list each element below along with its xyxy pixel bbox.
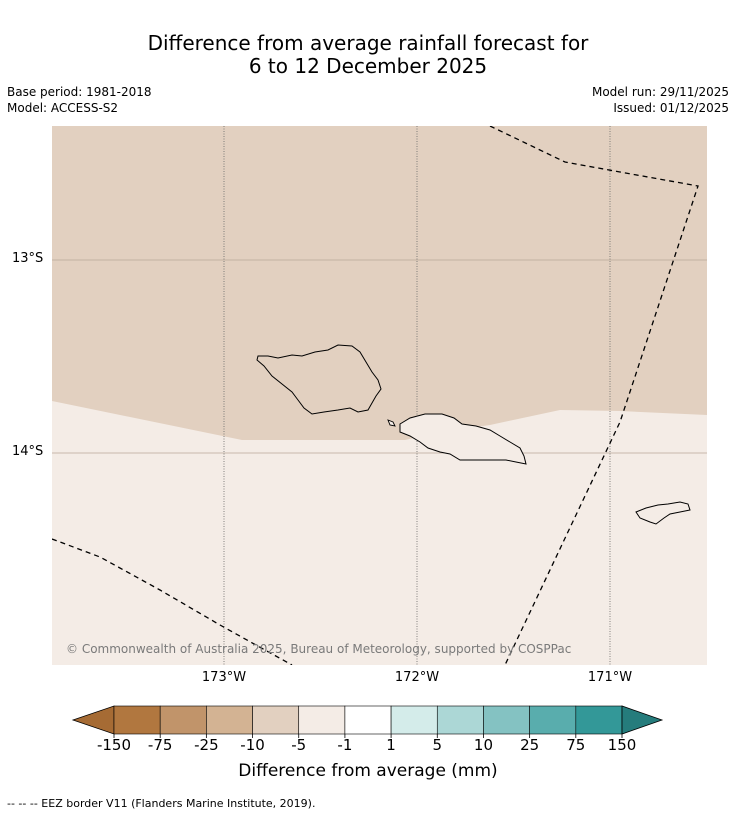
island-manono <box>387 419 396 427</box>
colorbar-tick-label: -5 <box>291 736 307 754</box>
model-name: Model: ACCESS-S2 <box>7 101 119 115</box>
colorbar-tick-label: -10 <box>240 736 265 754</box>
colorbar-tick-label: 1 <box>386 736 396 754</box>
colorbar-segment <box>390 705 438 735</box>
colorbar-tick-label: 75 <box>566 736 586 754</box>
eez-border-southwest <box>52 538 293 665</box>
lat-label-14s: 14°S <box>12 444 44 459</box>
colorbar-segment <box>483 705 530 735</box>
colorbar-tick-label: -75 <box>147 736 173 754</box>
colorbar-tick-label: 10 <box>473 736 493 754</box>
base-period: Base period: 1981-2018 <box>7 85 152 99</box>
chart-title-line2: 6 to 12 December 2025 <box>248 54 488 78</box>
colorbar-arrow-high <box>621 705 664 735</box>
model-run: Model run: 29/11/2025 <box>591 85 729 99</box>
colorbar-segment <box>113 705 161 735</box>
colorbar-segment <box>575 705 623 735</box>
colorbar-tick-label: 25 <box>520 736 540 754</box>
colorbar-tick-label: 150 <box>607 736 637 754</box>
island-tutuila <box>635 501 691 525</box>
issued-date: Issued: 01/12/2025 <box>613 101 729 115</box>
colorbar-tick-label: -25 <box>194 736 219 754</box>
colorbar-arrow-low <box>71 705 115 735</box>
colorbar-segment <box>206 705 253 735</box>
chart-title-line1: Difference from average rainfall forecas… <box>147 31 589 55</box>
dry-zone <box>52 126 707 440</box>
colorbar-segment <box>436 705 484 735</box>
lon-label-171w: 171°W <box>587 670 633 685</box>
colorbar-segment <box>529 705 577 735</box>
colorbar-title: Difference from average (mm) <box>238 761 498 781</box>
colorbar-tick-label: -150 <box>96 736 132 754</box>
colorbar-segment <box>298 705 346 735</box>
lon-label-172w: 172°W <box>394 670 440 685</box>
colorbar-segment <box>344 705 392 735</box>
colorbar-segment <box>159 705 207 735</box>
colorbar-segment <box>252 705 300 735</box>
lat-label-13s: 13°S <box>12 251 44 266</box>
colorbar-tick-label: 5 <box>432 736 443 754</box>
lon-label-173w: 173°W <box>201 670 247 685</box>
island-savaii <box>256 344 382 415</box>
island-upolu <box>399 413 527 465</box>
eez-footnote: -- -- -- EEZ border V11 (Flanders Marine… <box>7 797 316 810</box>
colorbar-tick-label: -1 <box>337 736 353 754</box>
copyright-notice: © Commonwealth of Australia 2025, Bureau… <box>66 642 572 656</box>
